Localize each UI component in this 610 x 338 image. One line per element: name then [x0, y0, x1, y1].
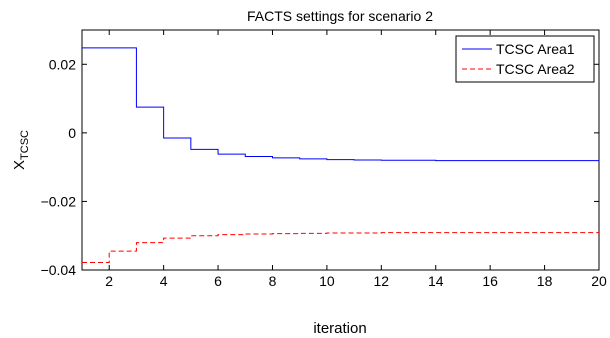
x-tick-label: 2	[105, 273, 113, 289]
y-axis-label: XTCSC	[11, 130, 31, 170]
series-line-2	[82, 232, 599, 263]
series-layer	[82, 47, 599, 263]
y-axis-ticks: −0.04 −0.02 0 0.02	[41, 56, 599, 278]
legend-box	[455, 35, 595, 83]
legend-label-2: TCSC Area2	[496, 61, 575, 77]
legend-label-1: TCSC Area1	[496, 41, 575, 57]
y-axis-label-subscript: TCSC	[19, 130, 31, 160]
x-tick-label: 16	[482, 273, 498, 289]
y-tick-label: −0.04	[41, 262, 77, 278]
x-tick-label: 8	[269, 273, 277, 289]
y-tick-label: −0.02	[41, 193, 77, 209]
x-axis-ticks: 2 4 6 8 10 12 14 16 18 20	[105, 30, 607, 289]
x-tick-label: 10	[319, 273, 335, 289]
x-tick-label: 20	[591, 273, 607, 289]
series-line-1	[82, 47, 599, 162]
x-tick-label: 14	[428, 273, 444, 289]
x-axis-label: iteration	[313, 320, 366, 337]
x-tick-label: 4	[160, 273, 168, 289]
chart-title: FACTS settings for scenario 2	[247, 8, 433, 24]
x-tick-label: 6	[214, 273, 222, 289]
y-tick-label: 0	[68, 125, 76, 141]
chart-legend: TCSC Area1 TCSC Area2	[455, 35, 595, 83]
y-axis-label-main: X	[11, 160, 28, 170]
y-tick-label: 0.02	[49, 56, 76, 72]
x-tick-label: 18	[537, 273, 553, 289]
x-tick-label: 12	[374, 273, 390, 289]
